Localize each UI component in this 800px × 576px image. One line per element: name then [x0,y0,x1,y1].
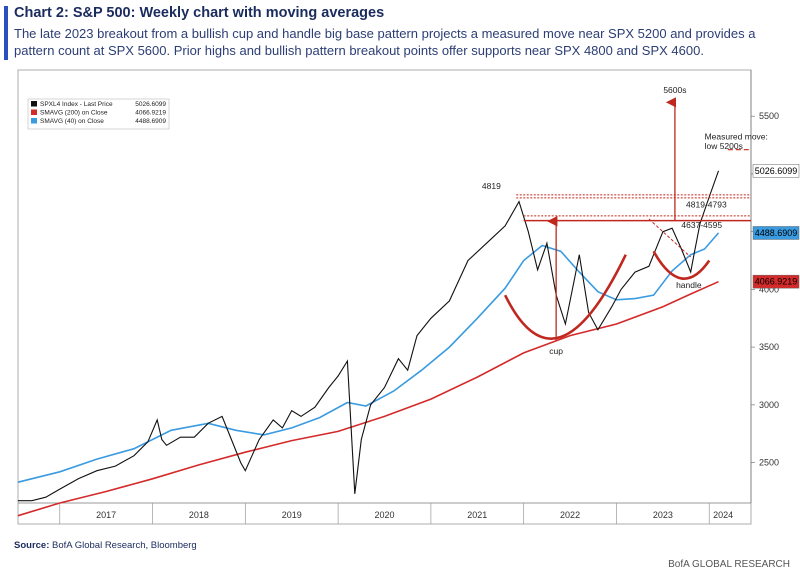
series-line-price [18,170,720,502]
label-handle: handle [676,280,702,290]
series-line-sma200 [17,280,719,517]
label-4819: 4819 [482,181,501,191]
last-value-tags: 5026.6099 4488.6909 4066.9219 [752,164,800,289]
y-tick-label: 5500 [759,111,779,121]
label-5600s: 5600s [663,85,686,95]
x-axis-separators [59,503,710,524]
handle-arc [652,250,711,280]
legend-label: SPXL4 Index - Last Price [40,101,113,108]
y-tick-label: 4000 [759,284,779,294]
x-tick-label: 2018 [189,510,209,520]
legend-label: SMAVG (40) on Close [40,118,104,125]
y-tick-label: 3000 [759,400,779,410]
x-axis-labels: 2017 2018 2019 2020 2021 2022 2023 2024 [96,510,733,520]
series-line-sma40 [17,232,720,483]
x-tick-label: 2021 [467,510,487,520]
x-tick-label: 2019 [282,510,302,520]
legend-value: 4488.6909 [135,118,166,125]
label-4819-4793: 4819-4793 [686,199,727,209]
legend-value: 4066.9219 [135,110,166,117]
title-accent-bar [4,6,8,60]
last-value-tag [752,164,800,178]
legend-swatch [31,109,37,115]
label-measured-move: Measured move: [705,131,768,141]
source-label: Source: [14,540,50,551]
legend-value: 5026.6099 [135,101,166,108]
y-tick-label: 2500 [759,458,779,468]
x-tick-label: 2023 [653,510,673,520]
chart-subtitle: The late 2023 breakout from a bullish cu… [14,26,756,58]
label-measured-move-value: low 5200s [705,141,743,151]
y-tick-label: 3500 [759,342,779,352]
label-cup: cup [549,346,563,356]
x-tick-label: 2022 [560,510,580,520]
legend-swatch [31,101,37,107]
handle-channel [648,218,692,258]
last-value-label: 4488.6909 [755,228,798,238]
pattern-annotations: 5600s Measured move:low 5200s 4819 4819-479… [482,85,768,356]
last-value-tag [752,226,800,240]
label-4637-4595: 4637-4595 [681,220,722,230]
last-value-label: 5026.6099 [755,166,798,176]
brand-footer: BofA GLOBAL RESEARCH [668,559,790,570]
x-tick-label: 2024 [713,510,733,520]
chart-title: Chart 2: S&P 500: Weekly chart with movi… [14,5,385,21]
last-value-label: 4066.9219 [755,277,798,287]
cup-arc [503,254,627,340]
x-tick-label: 2017 [96,510,116,520]
legend-box [27,98,170,130]
source-note: Source: BofA Global Research, Bloomberg [14,540,197,551]
legend: SPXL4 Index - Last Price 5026.6099 SMAVG (… [27,98,170,130]
last-value-tag [752,274,800,289]
x-tick-label: 2020 [374,510,394,520]
legend-label: SMAVG (200) on Close [40,110,108,117]
source-text: BofA Global Research, Bloomberg [49,540,197,551]
legend-swatch [31,118,37,124]
